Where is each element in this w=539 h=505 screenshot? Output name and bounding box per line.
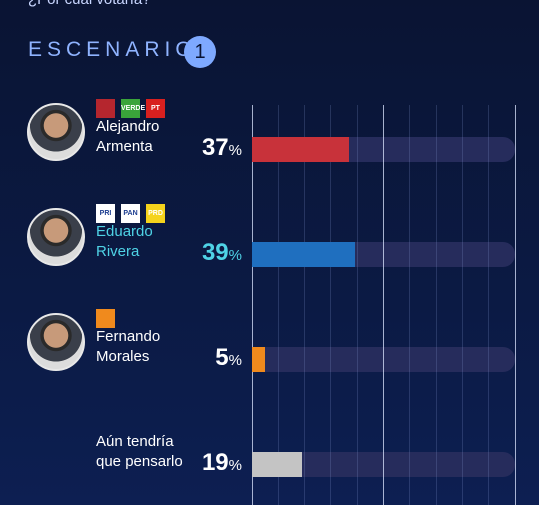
party-logo: PRI	[96, 204, 115, 223]
question: ¿Por cuál votaría?	[28, 0, 151, 8]
candidate-photo	[27, 208, 85, 266]
value-label: 5%	[215, 344, 242, 371]
grid-line	[251, 105, 253, 505]
grid-line	[383, 105, 384, 505]
grid-line	[409, 105, 411, 505]
value-label: 39%	[201, 239, 242, 266]
grid-line	[461, 105, 463, 505]
grid-line	[304, 105, 306, 505]
bar	[252, 137, 350, 162]
section-title: ESCENARIO	[28, 38, 197, 61]
category-label: Eduardo Rivera	[96, 223, 153, 260]
party-logo: PAN	[121, 204, 140, 223]
value-label: 19%	[201, 449, 242, 476]
section-number: 1	[184, 36, 216, 68]
category-label: Aún tendría que pensarlo	[96, 433, 183, 470]
category-label: Alejandro Armenta	[96, 118, 160, 155]
grid-line	[514, 105, 516, 505]
bar	[252, 242, 355, 267]
value-label: 37%	[201, 134, 242, 161]
category-label: Fernando Morales	[96, 328, 161, 365]
party-logo: VERDE	[121, 99, 145, 118]
grid-line	[330, 105, 332, 505]
party-logo	[96, 309, 115, 328]
candidate-photo	[27, 103, 85, 161]
party-logo: PT	[146, 99, 165, 118]
grid-line	[488, 105, 490, 505]
grid-line	[435, 105, 437, 505]
candidate-photo	[27, 313, 85, 371]
party-logo: PRD	[146, 204, 165, 223]
party-logo	[96, 99, 115, 118]
bar	[252, 452, 302, 477]
grid-line	[356, 105, 358, 505]
grid-line	[277, 105, 279, 505]
bar	[252, 347, 266, 372]
